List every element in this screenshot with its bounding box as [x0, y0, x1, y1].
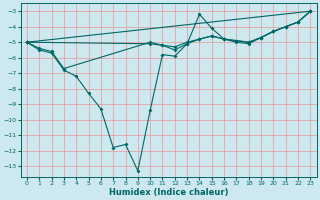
X-axis label: Humidex (Indice chaleur): Humidex (Indice chaleur): [109, 188, 228, 197]
